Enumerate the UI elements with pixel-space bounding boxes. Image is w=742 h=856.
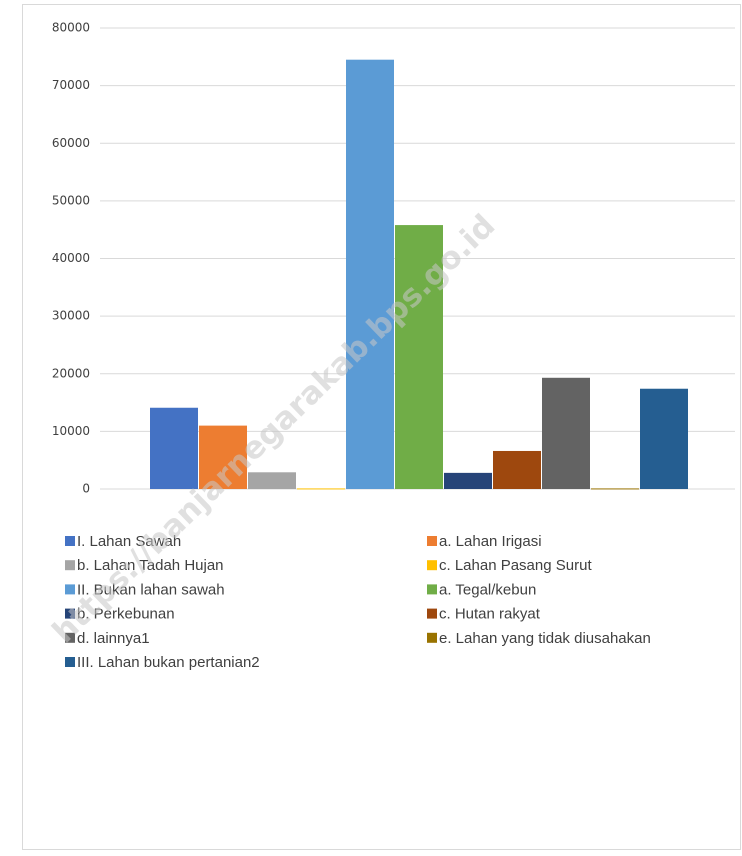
bar — [591, 488, 639, 490]
legend-swatch — [427, 584, 437, 595]
y-tick-label: 10000 — [52, 424, 90, 438]
y-tick-label: 70000 — [52, 78, 90, 92]
y-tick-label: 0 — [82, 482, 90, 496]
bar — [346, 59, 394, 489]
legend-label: e. Lahan yang tidak diusahakan — [439, 630, 651, 647]
y-tick-label: 30000 — [52, 309, 90, 323]
y-tick-label: 20000 — [52, 366, 90, 380]
legend-swatch — [65, 536, 75, 546]
bar — [493, 450, 541, 489]
legend-swatch — [65, 584, 75, 595]
bar — [542, 377, 590, 489]
legend-label: b. Perkebunan — [77, 606, 175, 623]
bar — [199, 425, 247, 489]
legend-label: d. lainnya1 — [77, 630, 150, 647]
y-tick-label: 40000 — [52, 251, 90, 265]
bar — [150, 407, 198, 489]
legend-label: II. Bukan lahan sawah — [77, 581, 225, 598]
legend-label: III. Lahan bukan pertanian2 — [77, 654, 260, 671]
legend-swatch — [427, 560, 437, 571]
y-tick-label: 80000 — [52, 21, 90, 35]
legend-swatch — [427, 536, 437, 546]
legend-label: b. Lahan Tadah Hujan — [77, 557, 224, 574]
bar — [640, 388, 688, 489]
legend-label: a. Lahan Irigasi — [439, 533, 542, 550]
legend-swatch — [427, 632, 437, 643]
legend-label: I. Lahan Sawah — [77, 533, 181, 550]
legend-label: c. Lahan Pasang Surut — [439, 557, 592, 574]
legend-swatch — [65, 632, 75, 643]
bar — [248, 472, 296, 489]
legend-swatch — [427, 608, 437, 619]
bar — [395, 225, 443, 489]
legend-label: a. Tegal/kebun — [439, 581, 536, 598]
legend-swatch — [65, 657, 75, 667]
y-tick-label: 50000 — [52, 193, 90, 207]
legend-swatch — [65, 608, 75, 619]
y-tick-label: 60000 — [52, 136, 90, 150]
legend-label: c. Hutan rakyat — [439, 606, 541, 623]
bar — [297, 488, 345, 490]
legend-swatch — [65, 560, 75, 571]
bar — [444, 472, 492, 489]
